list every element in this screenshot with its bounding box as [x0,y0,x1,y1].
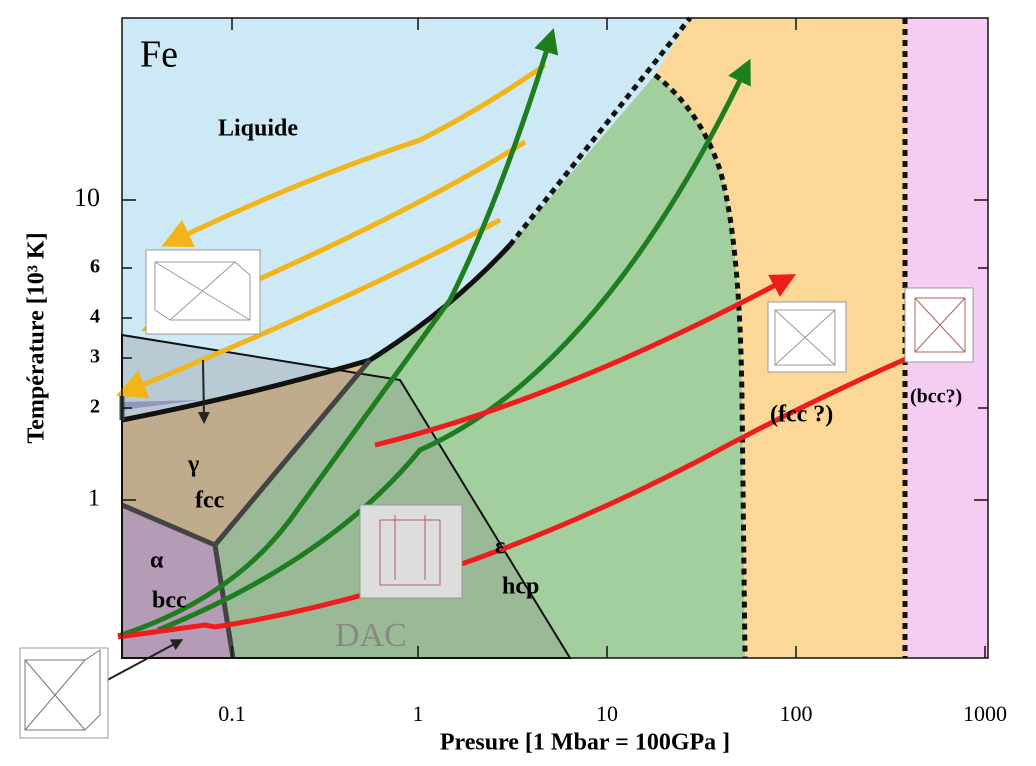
phase-diagram: Fe Liquide γ fcc α bcc ε hcp DAC (fcc ?)… [0,0,1036,761]
x-tick-label: 1 [413,701,424,726]
x-tick-label: 10 [596,701,618,726]
y-tick-label: 3 [90,346,100,368]
title: Fe [140,34,178,76]
label: bcc [152,588,187,614]
y-tick-label: 4 [90,306,100,328]
x-tick-label: 0.1 [218,701,246,726]
label: α [150,548,164,574]
y-tick-label: 6 [90,256,100,278]
y-tick-label: 10 [74,183,100,212]
fcc-image-high [768,302,846,372]
x-tick-label: 100 [780,701,813,726]
arrow [203,360,204,418]
label: γ [187,452,199,478]
y-tick-label: 2 [90,396,100,418]
x-axis-title: Presure [1 Mbar = 100GPa ] [440,730,730,756]
label: (bcc?) [910,386,962,408]
fcc-image [146,250,260,334]
label: DAC [335,617,407,654]
y-tick-label: 1 [88,486,100,512]
bcc-image-low [20,648,108,738]
label: ε [495,534,505,560]
label: (fcc ?) [770,402,833,428]
x-tick-label: 1000 [963,701,1007,726]
y-axis-title: Température [10³ K] [24,232,50,443]
hcp-image [360,505,462,598]
label: hcp [502,574,539,600]
label: Liquide [218,116,298,142]
label: fcc [195,488,225,514]
